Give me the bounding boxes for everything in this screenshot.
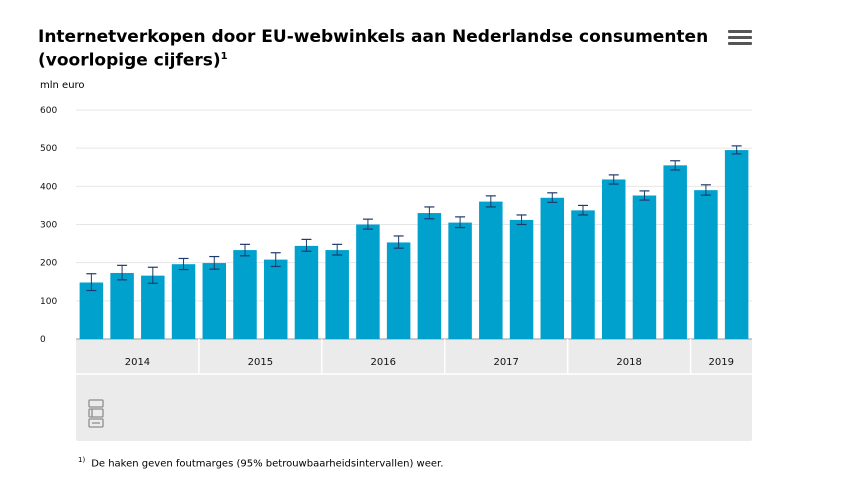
- hamburger-menu-icon[interactable]: [728, 30, 752, 50]
- bar[interactable]: [202, 263, 227, 339]
- y-axis-unit-label: mln euro: [40, 80, 85, 91]
- bar[interactable]: [171, 264, 196, 339]
- x-year-label: 2019: [709, 357, 734, 368]
- y-tick-label: 500: [40, 144, 57, 154]
- bar[interactable]: [417, 213, 442, 339]
- bar[interactable]: [79, 282, 104, 339]
- bar[interactable]: [294, 245, 319, 339]
- x-year-label: 2016: [371, 357, 396, 368]
- y-tick-label: 100: [40, 297, 57, 307]
- y-tick-label: 600: [40, 106, 57, 116]
- x-year-label: 2015: [248, 357, 273, 368]
- footnote: 1) De haken geven foutmarges (95% betrouw…: [78, 456, 443, 469]
- chart-title-text: Internetverkopen door EU-webwinkels aan …: [38, 27, 709, 71]
- bar[interactable]: [325, 250, 349, 339]
- cbs-logo-icon: [88, 399, 104, 428]
- bar[interactable]: [479, 201, 503, 339]
- y-tick-label: 200: [40, 259, 57, 269]
- x-year-label: 2018: [616, 357, 641, 368]
- bar[interactable]: [694, 190, 718, 339]
- y-tick-label: 300: [40, 221, 57, 231]
- footnote-mark: 1): [78, 456, 86, 464]
- bar[interactable]: [724, 150, 749, 339]
- footnote-text: De haken geven foutmarges (95% betrouwba…: [91, 458, 444, 470]
- bar[interactable]: [571, 210, 595, 339]
- title-footnote-mark: 1: [220, 51, 228, 62]
- chart-title: Internetverkopen door EU-webwinkels aan …: [38, 27, 718, 71]
- y-tick-label: 0: [40, 335, 46, 345]
- bar[interactable]: [386, 242, 411, 339]
- bar[interactable]: [233, 250, 257, 339]
- bar[interactable]: [601, 179, 626, 339]
- bar[interactable]: [448, 222, 472, 339]
- bar[interactable]: [509, 219, 534, 339]
- x-year-label: 2014: [125, 357, 150, 368]
- y-tick-label: 400: [40, 182, 57, 192]
- bar[interactable]: [263, 259, 288, 339]
- bar[interactable]: [141, 275, 165, 339]
- bar[interactable]: [540, 197, 565, 339]
- bar[interactable]: [356, 224, 380, 340]
- bar[interactable]: [110, 272, 134, 339]
- bar[interactable]: [663, 165, 687, 339]
- x-year-label: 2017: [493, 357, 518, 368]
- x-axis-band: [76, 339, 752, 441]
- bar[interactable]: [632, 195, 657, 339]
